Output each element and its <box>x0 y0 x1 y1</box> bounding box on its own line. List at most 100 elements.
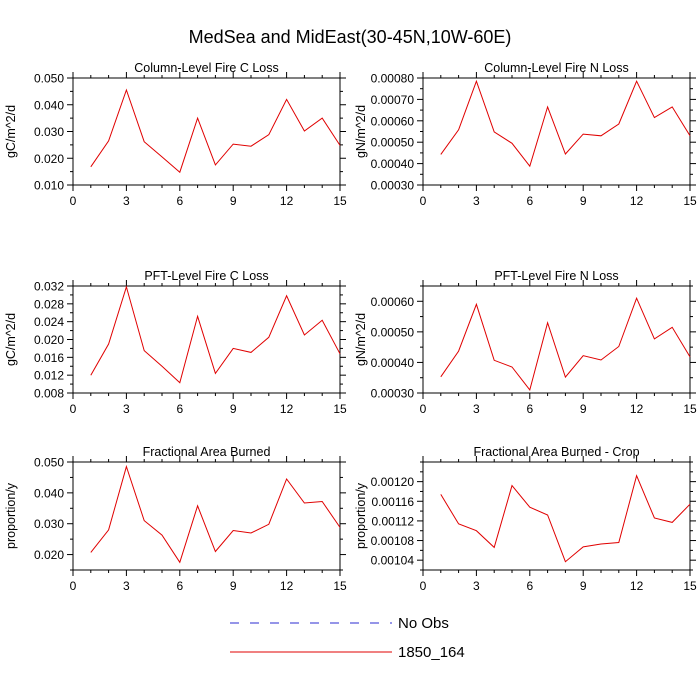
y-tick-label: 0.00050 <box>371 136 415 150</box>
x-tick-label: 6 <box>526 402 533 416</box>
y-tick-label: 0.008 <box>34 387 64 401</box>
x-tick-label: 0 <box>70 194 77 208</box>
y-tick-label: 0.00040 <box>371 356 415 370</box>
panel-title: PFT-Level Fire N Loss <box>494 269 618 283</box>
panel-title: Fractional Area Burned <box>143 445 271 459</box>
x-tick-label: 0 <box>420 194 427 208</box>
x-tick-label: 6 <box>526 579 533 593</box>
series-line-1850-164 <box>440 79 691 168</box>
x-tick-label: 3 <box>123 579 130 593</box>
chart-panel-3: PFT-Level Fire C Loss gC/m^2/d 0 3 6 9 12 15 0.0… <box>4 269 347 416</box>
x-tick-label: 15 <box>333 579 347 593</box>
y-tick-label: 0.00112 <box>372 514 415 528</box>
y-tick-label: 0.030 <box>34 517 64 531</box>
y-tick-label: 0.00080 <box>371 72 415 86</box>
chart-panel-1: Column-Level Fire C Loss gC/m^2/d 0 3 6 9 12 15… <box>4 61 347 208</box>
y-tick-label: 0.040 <box>34 98 64 112</box>
y-tick-label: 0.00050 <box>371 325 415 339</box>
series-line-1850-164 <box>440 296 691 392</box>
x-tick-label: 9 <box>230 194 237 208</box>
y-tick-label: 0.020 <box>34 333 64 347</box>
x-tick-label: 12 <box>280 194 294 208</box>
x-tick-label: 0 <box>70 579 77 593</box>
y-axis-label: gC/m^2/d <box>4 105 18 158</box>
panel-title: Column-Level Fire C Loss <box>134 61 279 75</box>
x-tick-label: 15 <box>683 194 697 208</box>
x-tick-label: 3 <box>123 194 130 208</box>
y-tick-label: 0.020 <box>34 548 64 562</box>
plot-frame <box>72 77 341 186</box>
y-tick-label: 0.030 <box>34 125 64 139</box>
y-tick-label: 0.050 <box>34 72 64 86</box>
y-tick-label: 0.00108 <box>371 534 415 548</box>
x-tick-label: 9 <box>580 579 587 593</box>
y-tick-label: 0.016 <box>34 351 64 365</box>
y-tick-label: 0.032 <box>34 280 64 294</box>
plot-frame <box>422 285 691 394</box>
y-tick-label: 0.00070 <box>371 93 415 107</box>
legend-label: No Obs <box>398 615 449 632</box>
y-tick-label: 0.00030 <box>371 179 415 193</box>
x-tick-label: 12 <box>630 402 644 416</box>
x-tick-label: 3 <box>473 194 480 208</box>
legend-label: 1850_164 <box>398 644 465 661</box>
figure-title: MedSea and MidEast(30-45N,10W-60E) <box>188 27 512 47</box>
chart-panel-6: Fractional Area Burned - Crop proportion/… <box>354 445 697 593</box>
y-tick-label: 0.012 <box>34 369 64 383</box>
plot-frame <box>72 461 341 571</box>
x-tick-label: 9 <box>580 402 587 416</box>
x-tick-label: 0 <box>420 402 427 416</box>
panel-title: Column-Level Fire N Loss <box>484 61 629 75</box>
y-tick-label: 0.00040 <box>371 157 415 171</box>
y-tick-label: 0.040 <box>34 486 64 500</box>
y-tick-label: 0.00060 <box>371 114 415 128</box>
y-tick-label: 0.00104 <box>371 554 415 568</box>
x-tick-label: 9 <box>230 402 237 416</box>
y-axis-label: proportion/y <box>354 482 368 549</box>
series-line-1850-164 <box>90 88 341 174</box>
x-tick-label: 6 <box>176 579 183 593</box>
x-tick-label: 6 <box>526 194 533 208</box>
x-tick-label: 15 <box>333 402 347 416</box>
x-tick-label: 3 <box>123 402 130 416</box>
x-tick-label: 9 <box>580 194 587 208</box>
chart-panel-4: PFT-Level Fire N Loss gN/m^2/d 0 3 6 9 12 15 0.0… <box>354 269 697 416</box>
x-tick-label: 3 <box>473 402 480 416</box>
series-line-1850-164 <box>90 285 341 384</box>
x-tick-label: 12 <box>630 579 644 593</box>
panel-title: Fractional Area Burned - Crop <box>473 445 639 459</box>
y-tick-label: 0.00116 <box>372 495 415 509</box>
plot-frame <box>422 461 691 571</box>
x-tick-label: 15 <box>683 402 697 416</box>
x-tick-label: 12 <box>280 402 294 416</box>
y-tick-label: 0.00060 <box>371 295 415 309</box>
x-tick-label: 15 <box>683 579 697 593</box>
y-axis-label: gN/m^2/d <box>354 313 368 366</box>
legend: No Obs 1850_164 <box>230 615 465 661</box>
x-tick-label: 6 <box>176 194 183 208</box>
panel-title: PFT-Level Fire C Loss <box>144 269 268 283</box>
y-tick-label: 0.050 <box>34 456 64 470</box>
x-tick-label: 6 <box>176 402 183 416</box>
x-tick-label: 0 <box>420 579 427 593</box>
x-tick-label: 3 <box>473 579 480 593</box>
x-tick-label: 9 <box>230 579 237 593</box>
x-tick-label: 15 <box>333 194 347 208</box>
y-tick-label: 0.00120 <box>371 475 415 489</box>
y-tick-label: 0.020 <box>34 152 64 166</box>
y-tick-label: 0.028 <box>34 297 64 311</box>
plot-frame <box>72 285 341 394</box>
chart-panel-2: Column-Level Fire N Loss gN/m^2/d 0 3 6 9 12 15… <box>354 61 697 208</box>
chart-panel-5: Fractional Area Burned proportion/y 0 3 6 9 12… <box>4 445 347 593</box>
x-tick-label: 12 <box>280 579 294 593</box>
series-line-1850-164 <box>440 474 691 563</box>
y-tick-label: 0.00030 <box>371 387 415 401</box>
y-axis-label: proportion/y <box>4 482 18 549</box>
y-axis-label: gN/m^2/d <box>354 105 368 158</box>
x-tick-label: 12 <box>630 194 644 208</box>
series-line-1850-164 <box>90 464 341 564</box>
y-tick-label: 0.024 <box>34 315 64 329</box>
y-tick-label: 0.010 <box>34 179 64 193</box>
y-axis-label: gC/m^2/d <box>4 313 18 366</box>
